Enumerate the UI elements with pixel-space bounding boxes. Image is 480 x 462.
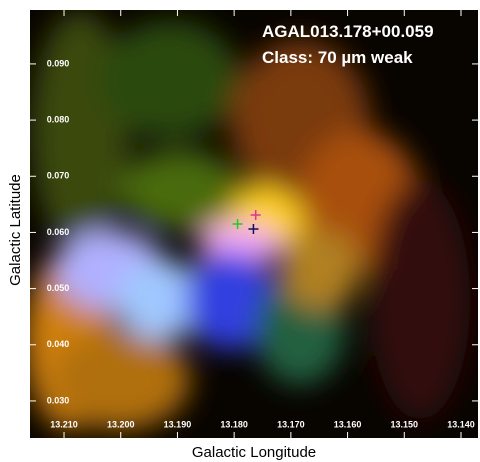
chart-title: AGAL013.178+00.059 <box>262 22 434 41</box>
marker-cross <box>232 219 243 229</box>
y-tick-label: 0.090 <box>47 58 70 68</box>
marker-cross <box>250 210 261 221</box>
y-tick-label: 0.080 <box>47 114 70 124</box>
x-axis-label: Galactic Longitude <box>192 444 316 461</box>
x-tick-label: 13.170 <box>277 419 305 429</box>
sky-image <box>30 10 478 438</box>
y-tick-label: 0.040 <box>47 339 70 349</box>
x-tick-label: 13.150 <box>391 419 419 429</box>
x-tick-label: 13.210 <box>50 419 78 429</box>
marker-cross <box>248 224 259 235</box>
x-tick-label: 13.140 <box>447 419 475 429</box>
x-tick-label: 13.200 <box>107 419 135 429</box>
y-tick-label: 0.050 <box>47 283 70 293</box>
y-tick-label: 0.070 <box>47 171 70 181</box>
y-tick-label: 0.060 <box>47 227 70 237</box>
chart-subtitle: Class: 70 µm weak <box>262 48 413 67</box>
x-tick-label: 13.160 <box>334 419 362 429</box>
y-tick-label: 0.030 <box>47 395 70 405</box>
x-tick-label: 13.180 <box>220 419 248 429</box>
x-tick-label: 13.190 <box>164 419 192 429</box>
y-axis-label: Galactic Latitude <box>7 174 24 286</box>
